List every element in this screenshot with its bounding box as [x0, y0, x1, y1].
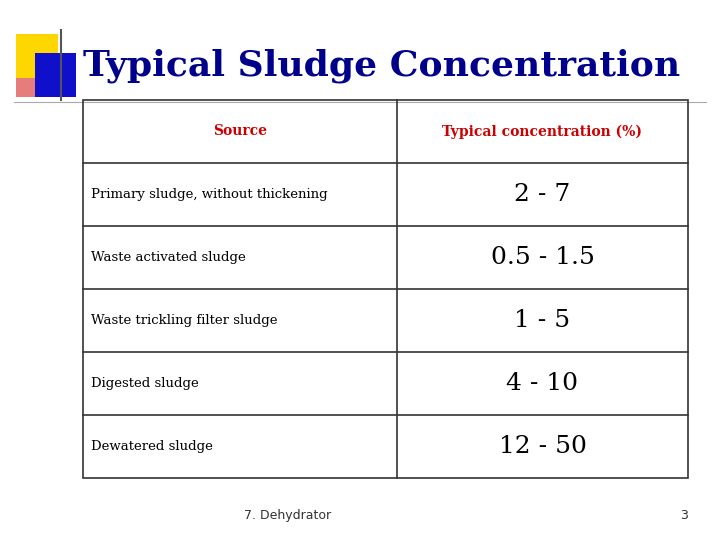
- Text: Digested sludge: Digested sludge: [91, 377, 199, 390]
- Text: 2 - 7: 2 - 7: [514, 183, 570, 206]
- Bar: [16, 53, 39, 97]
- Text: 0.5 - 1.5: 0.5 - 1.5: [490, 246, 595, 269]
- Text: 12 - 50: 12 - 50: [498, 435, 586, 458]
- Text: Primary sludge, without thickening: Primary sludge, without thickening: [91, 188, 328, 201]
- Bar: [83, 100, 688, 478]
- Text: 7. Dehydrator: 7. Dehydrator: [244, 509, 332, 522]
- Text: 3: 3: [680, 509, 688, 522]
- Text: Waste activated sludge: Waste activated sludge: [91, 251, 246, 264]
- Text: Source: Source: [213, 124, 267, 138]
- Bar: [16, 34, 58, 78]
- Text: 4 - 10: 4 - 10: [506, 372, 578, 395]
- Text: 1 - 5: 1 - 5: [514, 309, 570, 332]
- Text: Typical concentration (%): Typical concentration (%): [443, 124, 642, 139]
- Bar: [35, 53, 76, 97]
- Text: Dewatered sludge: Dewatered sludge: [91, 440, 213, 453]
- Text: Typical Sludge Concentration: Typical Sludge Concentration: [83, 49, 680, 83]
- Text: Waste trickling filter sludge: Waste trickling filter sludge: [91, 314, 278, 327]
